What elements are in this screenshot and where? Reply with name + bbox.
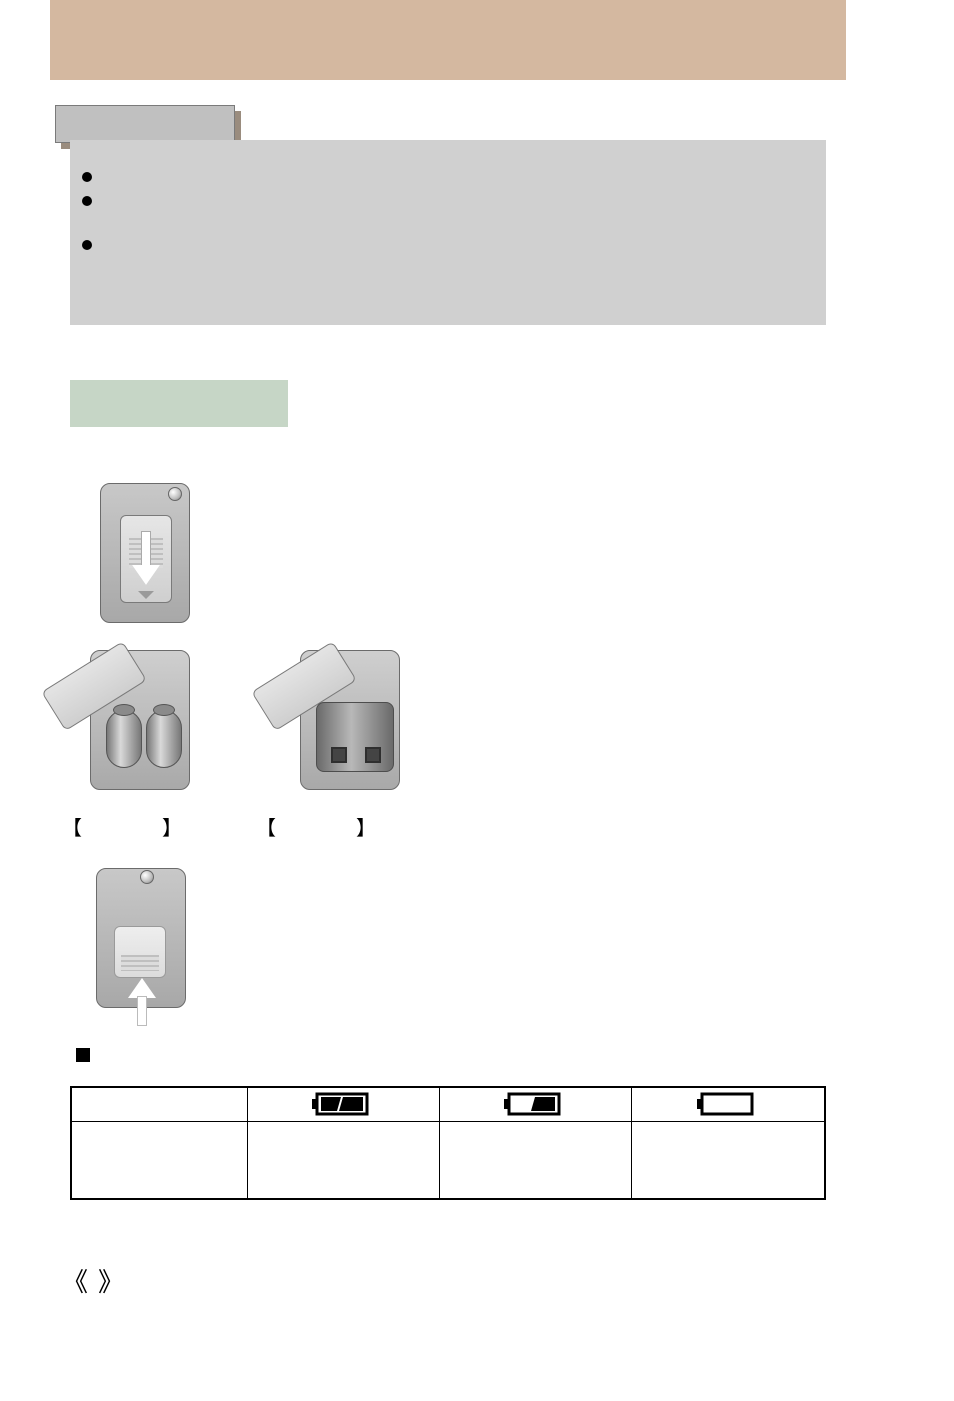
illustration-captions: 【】 【】	[62, 812, 378, 841]
battery-half-header	[439, 1087, 631, 1121]
note-text	[104, 168, 802, 184]
arrow-up-icon	[128, 978, 156, 1026]
chevron-down-icon	[138, 591, 154, 601]
pack-terminal-icon	[365, 747, 381, 763]
arrow-down-icon	[132, 531, 160, 585]
battery-half-icon	[503, 1091, 567, 1117]
note-item	[82, 168, 802, 184]
table-cell	[247, 1121, 439, 1199]
double-angle-marks: 《》	[62, 1262, 116, 1299]
table-header-blank	[71, 1087, 247, 1121]
battery-empty-icon	[696, 1091, 760, 1117]
bullet-icon	[82, 240, 92, 250]
bracket-left: 【】	[62, 812, 184, 841]
illustration-battery-pack	[260, 640, 420, 805]
title-banner	[50, 0, 846, 80]
illustration-step-3	[78, 858, 193, 1023]
note-item	[82, 192, 802, 208]
table-cell	[439, 1121, 631, 1199]
cover-ridges	[121, 955, 159, 971]
bullet-icon	[82, 172, 92, 182]
left-angle-icon: 《	[62, 1262, 80, 1299]
illustration-step-1	[70, 473, 200, 633]
aa-battery-icon	[146, 710, 182, 768]
camera-button-icon	[168, 487, 182, 501]
battery-full-header	[247, 1087, 439, 1121]
battery-cover-closed	[114, 926, 166, 978]
battery-pack-icon	[316, 702, 394, 772]
table-cell	[631, 1121, 825, 1199]
notes-list	[82, 168, 802, 260]
battery-full-icon	[311, 1091, 375, 1117]
battery-indicator-table	[70, 1086, 826, 1200]
note-item	[82, 236, 802, 252]
battery-empty-header	[631, 1087, 825, 1121]
pack-terminal-icon	[331, 747, 347, 763]
table-row-label	[71, 1121, 247, 1199]
note-text	[104, 192, 802, 208]
camera-button-icon	[140, 870, 154, 884]
page: 【】 【】	[0, 0, 954, 1401]
right-angle-icon: 》	[98, 1262, 116, 1299]
important-callout	[55, 105, 235, 143]
table-header-row	[71, 1087, 825, 1121]
table-row	[71, 1121, 825, 1199]
section-header	[70, 380, 288, 427]
important-box	[55, 105, 235, 143]
illustration-aa-batteries	[50, 640, 210, 805]
bracket-right: 【】	[256, 812, 378, 841]
square-bullet-icon	[76, 1048, 90, 1062]
bullet-icon	[82, 196, 92, 206]
note-text	[104, 236, 802, 252]
aa-battery-icon	[106, 710, 142, 768]
